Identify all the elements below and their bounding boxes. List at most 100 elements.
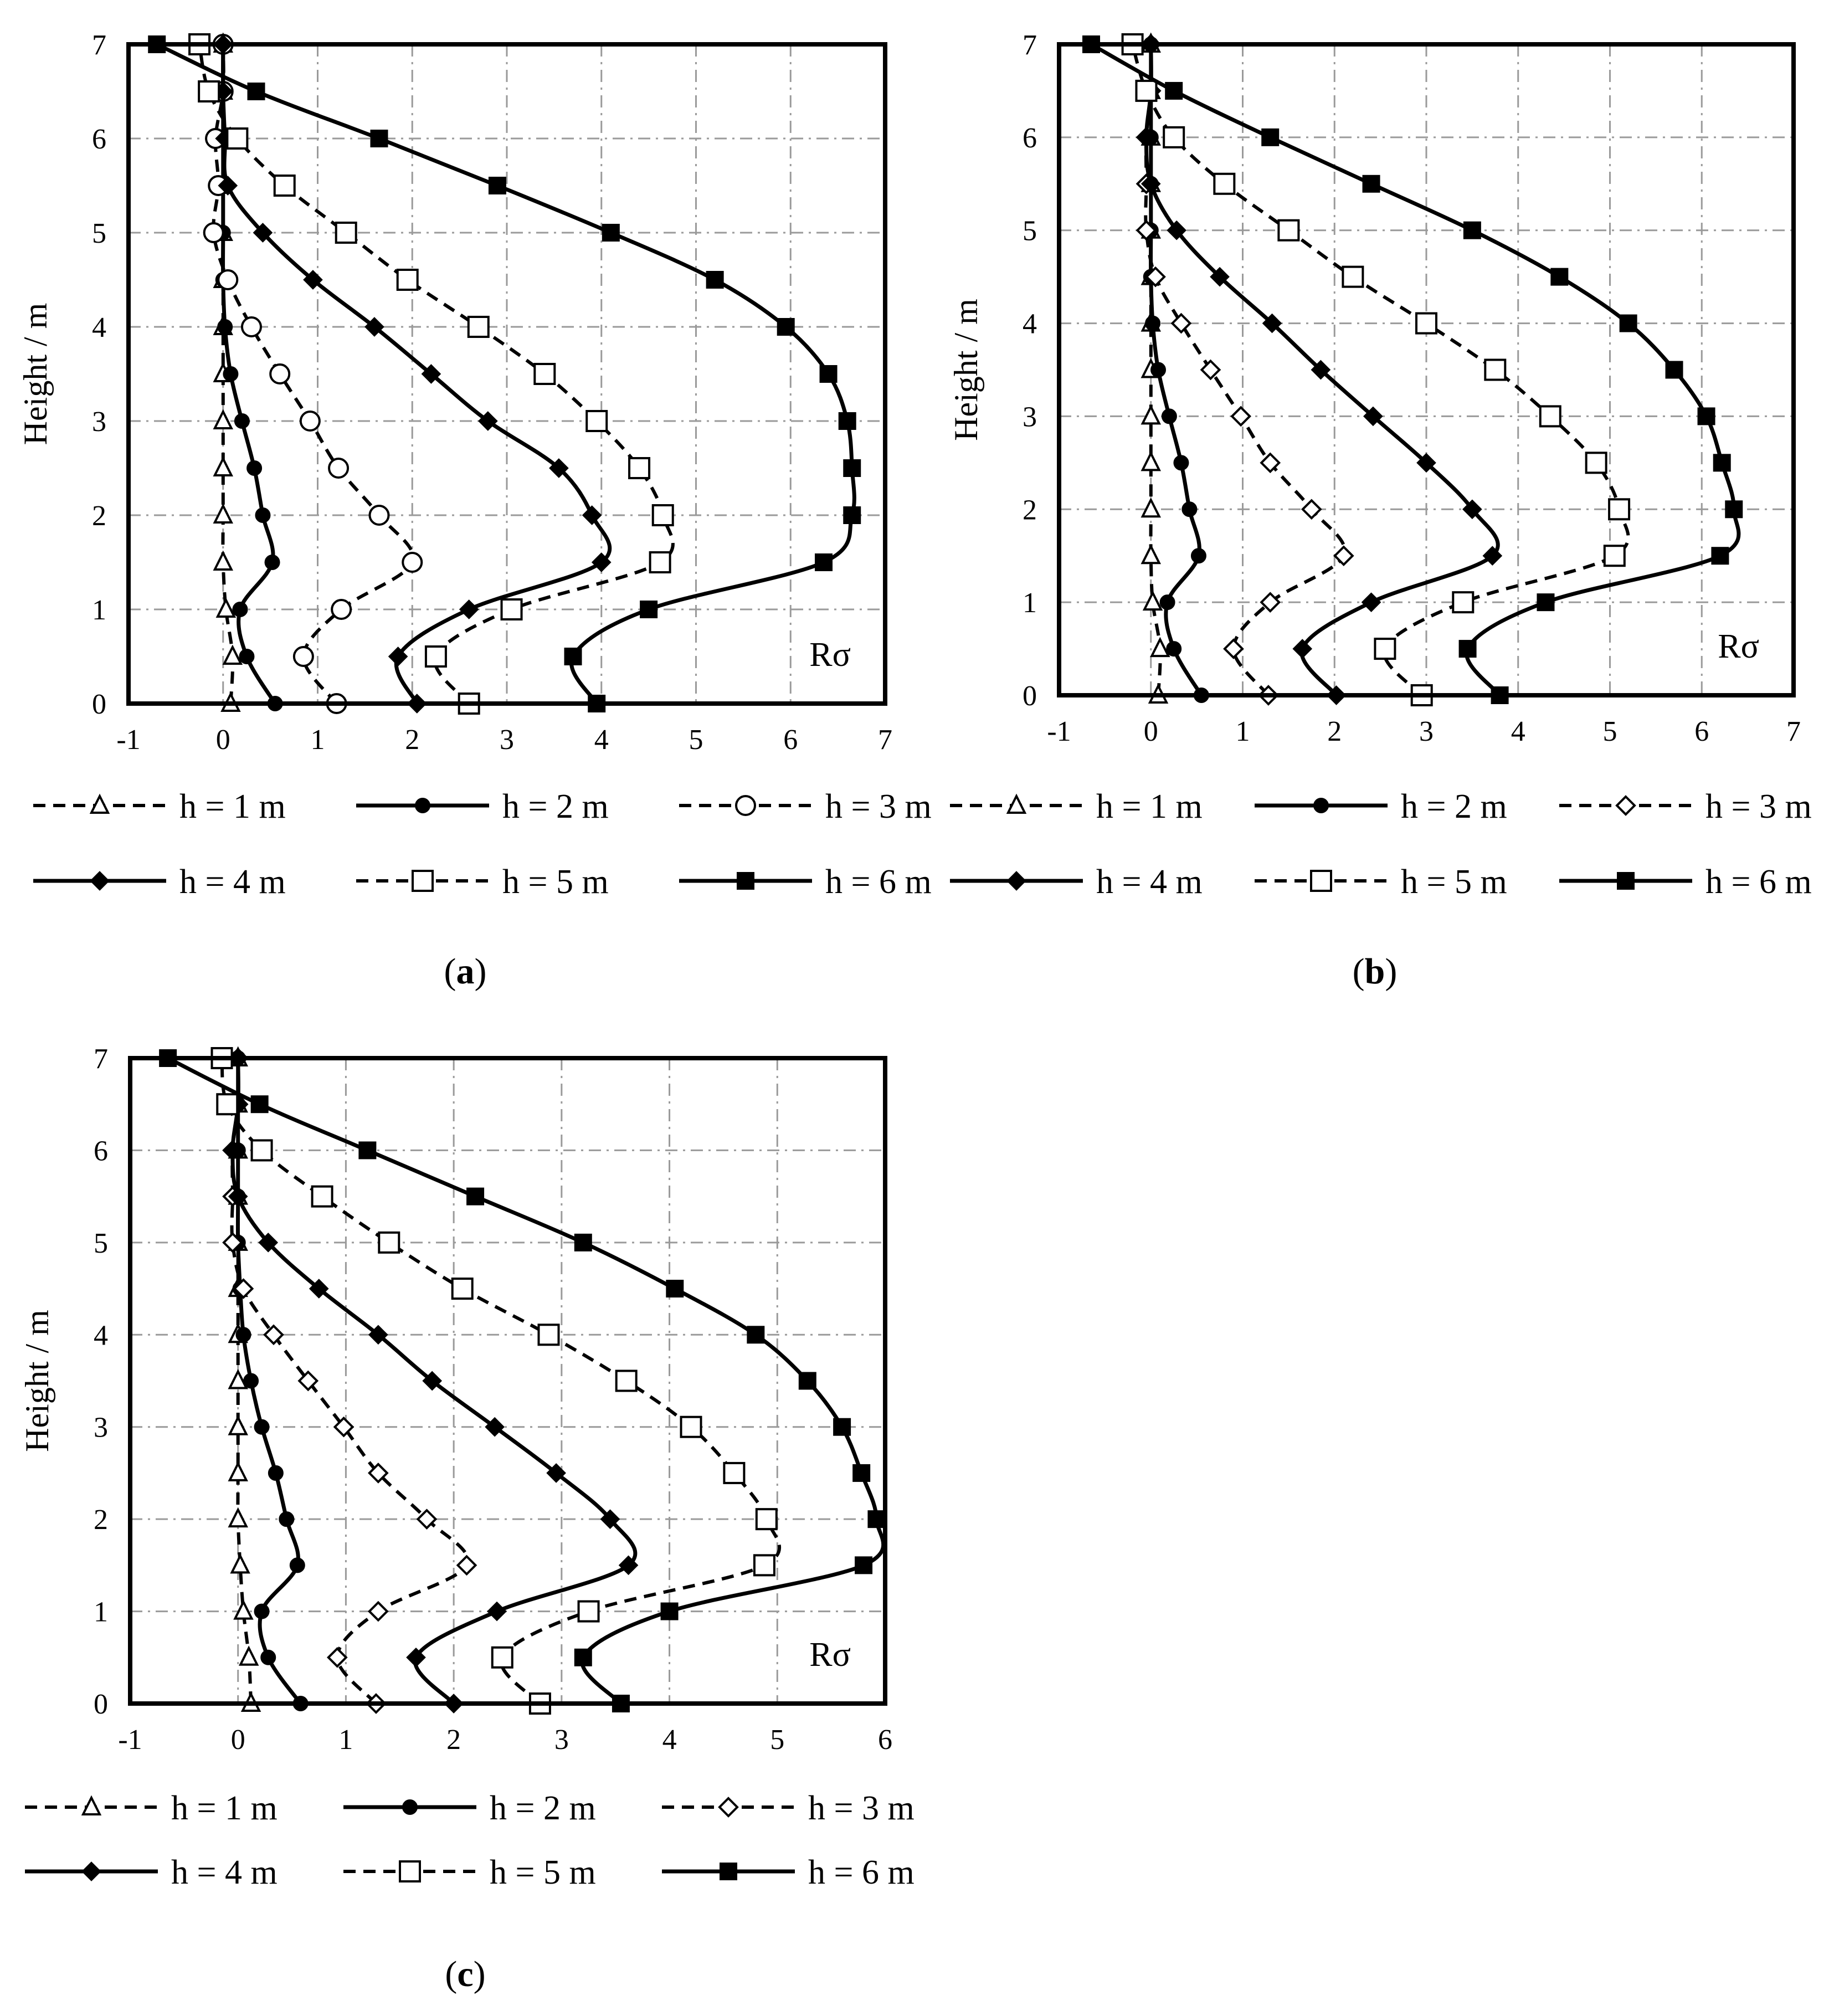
y-tick-label: 5 — [94, 1228, 108, 1259]
legend-item: h = 3 m — [679, 788, 932, 825]
data-point — [706, 271, 724, 289]
data-point — [618, 1555, 639, 1576]
data-point — [1482, 546, 1503, 566]
data-point — [600, 1509, 620, 1529]
caption-letter: c — [457, 1954, 473, 1994]
data-point — [487, 1601, 507, 1622]
annotation-r-sigma: Rσ — [809, 1636, 851, 1674]
data-point — [1301, 499, 1322, 520]
x-tick-label: 6 — [878, 1724, 892, 1756]
data-point — [753, 1554, 775, 1577]
data-point — [1230, 406, 1252, 427]
data-point — [1539, 405, 1561, 428]
x-tick-label: -1 — [116, 724, 140, 756]
data-point — [297, 1370, 319, 1392]
data-point — [228, 1461, 248, 1481]
legend: h = 1 m h = 2 m h = 3 m h = 4 m h = 5 m h = 6… — [950, 788, 1812, 901]
data-point — [213, 456, 233, 476]
series-line — [167, 1056, 886, 1705]
data-point — [1361, 592, 1381, 612]
data-point — [574, 1233, 592, 1251]
legend: h = 1 m h = 2 m h = 3 m h = 4 m h = 5 m h = 6… — [25, 1789, 915, 1891]
data-point — [1415, 312, 1437, 335]
data-point — [289, 1557, 305, 1573]
data-point — [228, 1507, 248, 1528]
data-point — [233, 1278, 254, 1299]
x-tick-label: 1 — [338, 1724, 353, 1756]
data-point — [1362, 175, 1380, 193]
data-point — [217, 269, 239, 290]
legend-marker — [735, 795, 756, 816]
data-point — [843, 506, 861, 524]
data-point — [218, 176, 238, 196]
data-point — [537, 1324, 560, 1346]
data-point — [1550, 268, 1569, 286]
data-point — [1159, 594, 1175, 611]
data-point — [1262, 313, 1282, 334]
series-line — [230, 1058, 638, 1705]
x-tick-label: 0 — [1144, 716, 1158, 747]
data-point — [1585, 452, 1607, 474]
data-point — [838, 412, 856, 430]
data-point — [331, 599, 352, 620]
data-point — [246, 460, 263, 476]
data-point — [223, 1140, 243, 1161]
data-point — [1150, 637, 1170, 658]
legend-item: h = 4 m — [25, 1854, 278, 1891]
legend-marker — [1615, 795, 1636, 816]
x-tick-label: 2 — [405, 724, 419, 756]
data-point — [651, 504, 674, 526]
data-point — [777, 318, 795, 336]
data-point — [235, 1327, 251, 1343]
caption-open-paren: ( — [444, 951, 456, 992]
x-tick-label: 4 — [594, 724, 609, 756]
data-point — [240, 316, 262, 337]
data-point — [1458, 640, 1477, 658]
data-point — [1163, 126, 1185, 148]
data-point — [815, 553, 833, 571]
legend-label: h = 6 m — [1705, 863, 1812, 901]
y-tick-label: 3 — [94, 1412, 108, 1444]
data-point — [1136, 127, 1157, 147]
data-point — [1374, 638, 1396, 660]
data-point — [213, 409, 233, 429]
data-point — [279, 1511, 295, 1527]
annotation-r-sigma: Rσ — [809, 636, 851, 674]
data-point — [1292, 639, 1313, 659]
data-point — [1333, 545, 1354, 567]
series-line — [1090, 42, 1741, 697]
y-tick-label: 0 — [1023, 680, 1037, 712]
data-point — [585, 410, 608, 432]
data-point — [488, 177, 506, 194]
data-point — [243, 1373, 259, 1389]
data-point — [232, 602, 248, 617]
data-point — [269, 363, 291, 384]
legend-item: h = 4 m — [950, 863, 1203, 901]
data-point — [292, 646, 314, 667]
legend-item: h = 5 m — [356, 863, 609, 901]
data-point — [250, 1139, 273, 1162]
y-axis-label: Height / m — [948, 299, 984, 441]
legend-label: h = 5 m — [490, 1854, 596, 1891]
data-point — [222, 1232, 243, 1253]
x-tick-label: 4 — [1511, 716, 1525, 747]
data-point — [247, 83, 265, 100]
panel-caption: (c) — [445, 1954, 485, 1994]
caption-close-paren: ) — [475, 951, 487, 992]
data-point — [368, 505, 390, 526]
legend-marker — [81, 1861, 101, 1881]
data-point — [466, 1187, 485, 1206]
data-point — [1167, 220, 1186, 240]
legend-label: h = 4 m — [1096, 863, 1203, 901]
data-point — [216, 1093, 239, 1116]
data-point — [1141, 404, 1161, 425]
data-point — [478, 411, 498, 431]
legend-item: h = 1 m — [950, 788, 1203, 825]
panel-caption: (b) — [1353, 951, 1398, 992]
data-point — [368, 1463, 389, 1484]
caption-open-paren: ( — [445, 1954, 457, 1994]
data-point — [1619, 314, 1637, 332]
data-point — [239, 649, 255, 664]
